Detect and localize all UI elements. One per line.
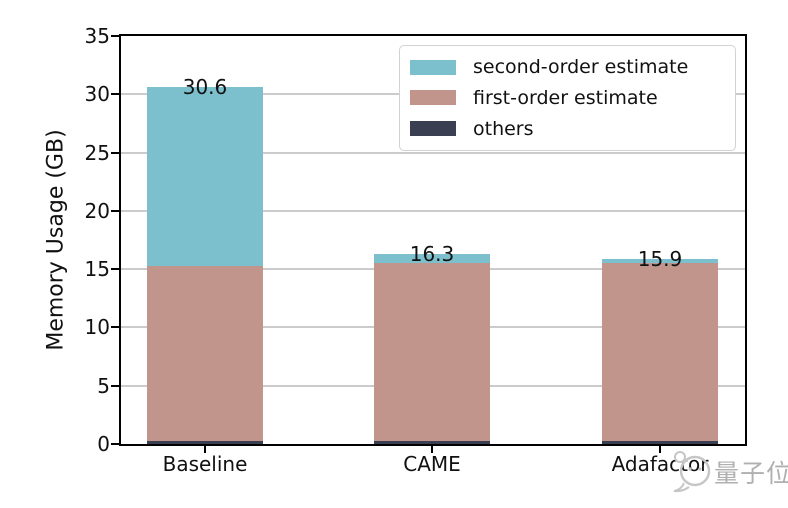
legend-swatch (410, 90, 456, 106)
ytick-label-5: 5 (97, 373, 110, 398)
ytick-label-25: 25 (84, 140, 110, 165)
ytick-mark-0 (111, 443, 119, 445)
bar-baseline-second-order (147, 87, 263, 266)
xtick-mark-came (431, 446, 433, 453)
bar-baseline-first-order (147, 265, 263, 441)
ytick-mark-5 (111, 384, 119, 387)
ytick-mark-10 (111, 326, 119, 329)
ytick-mark-15 (111, 268, 119, 271)
bar-adafactor-others (602, 440, 718, 444)
bar-adafactor-second-order (602, 258, 718, 264)
watermark: 量子位 (672, 448, 788, 496)
bar-came-first-order (374, 263, 490, 441)
legend-label: second-order estimate (473, 56, 689, 79)
bar-came-others (374, 440, 490, 444)
ytick-mark-30 (111, 93, 119, 96)
bar-total-label-came: 16.3 (409, 241, 455, 266)
legend-label: others (473, 117, 534, 140)
xtick-label-baseline: Baseline (162, 452, 248, 476)
ytick-label-35: 35 (84, 24, 110, 48)
gridline-25 (121, 151, 745, 154)
bar-total-label-baseline: 30.6 (182, 75, 228, 100)
xtick-mark-adafactor (659, 446, 661, 453)
ytick-label-20: 20 (84, 198, 110, 223)
bar-adafactor-first-order (602, 263, 718, 441)
legend-label: first-order estimate (473, 86, 658, 109)
ytick-label-0: 0 (97, 432, 110, 456)
ytick-label-30: 30 (84, 82, 110, 107)
legend-swatch (410, 59, 456, 75)
xtick-label-came: CAME (403, 452, 461, 476)
bar-total-label-adafactor: 15.9 (637, 246, 683, 271)
watermark-text: 量子位 (714, 459, 788, 488)
ytick-label-15: 15 (84, 257, 110, 282)
legend-row-others: others (410, 118, 725, 140)
gridline-20 (121, 209, 745, 212)
legend-row-first-order: first-order estimate (410, 87, 725, 109)
xtick-label-adafactor: Adafactor (611, 452, 709, 476)
legend-row-second-order: second-order estimate (410, 56, 725, 78)
ytick-label-10: 10 (84, 315, 110, 340)
ytick-mark-35 (111, 35, 119, 37)
legend-swatch (410, 121, 456, 137)
bar-came-second-order (374, 254, 490, 264)
ytick-mark-25 (111, 151, 119, 154)
xtick-mark-baseline (204, 446, 206, 453)
legend: second-order estimate first-order estimat… (399, 45, 736, 151)
ytick-mark-20 (111, 209, 119, 212)
bar-baseline-others (147, 440, 263, 444)
qbitai-logo-icon (673, 451, 711, 493)
